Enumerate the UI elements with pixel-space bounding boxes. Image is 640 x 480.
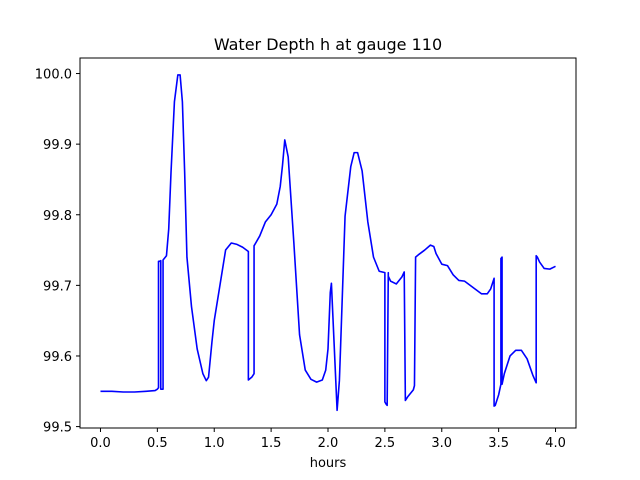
x-tick-label: 0.5 bbox=[147, 436, 168, 451]
x-tick-label: 3.0 bbox=[431, 436, 452, 451]
chart-title: Water Depth h at gauge 110 bbox=[214, 35, 442, 54]
plot-area bbox=[100, 74, 556, 412]
x-axis-ticks: 0.0 0.5 1.0 1.5 2.0 2.5 3.0 3.5 4.0 bbox=[90, 428, 566, 451]
x-axis-label: hours bbox=[310, 456, 347, 471]
x-tick-label: 1.0 bbox=[204, 436, 225, 451]
x-tick-label: 2.0 bbox=[318, 436, 339, 451]
x-tick-label: 3.5 bbox=[488, 436, 509, 451]
x-tick-label: 1.5 bbox=[261, 436, 282, 451]
y-tick-label: 99.8 bbox=[43, 209, 72, 224]
y-tick-label: 100.0 bbox=[35, 68, 72, 83]
series-line-0 bbox=[100, 74, 556, 412]
x-tick-label: 0.0 bbox=[90, 436, 111, 451]
x-tick-label: 2.5 bbox=[375, 436, 396, 451]
y-tick-label: 99.5 bbox=[43, 421, 72, 436]
y-tick-label: 99.6 bbox=[43, 350, 72, 365]
x-tick-label: 4.0 bbox=[545, 436, 566, 451]
y-tick-label: 99.9 bbox=[43, 138, 72, 153]
y-axis-ticks: 99.5 99.6 99.7 99.8 99.9 100.0 bbox=[35, 68, 80, 436]
y-tick-label: 99.7 bbox=[43, 279, 72, 294]
plot-frame bbox=[79, 57, 577, 429]
